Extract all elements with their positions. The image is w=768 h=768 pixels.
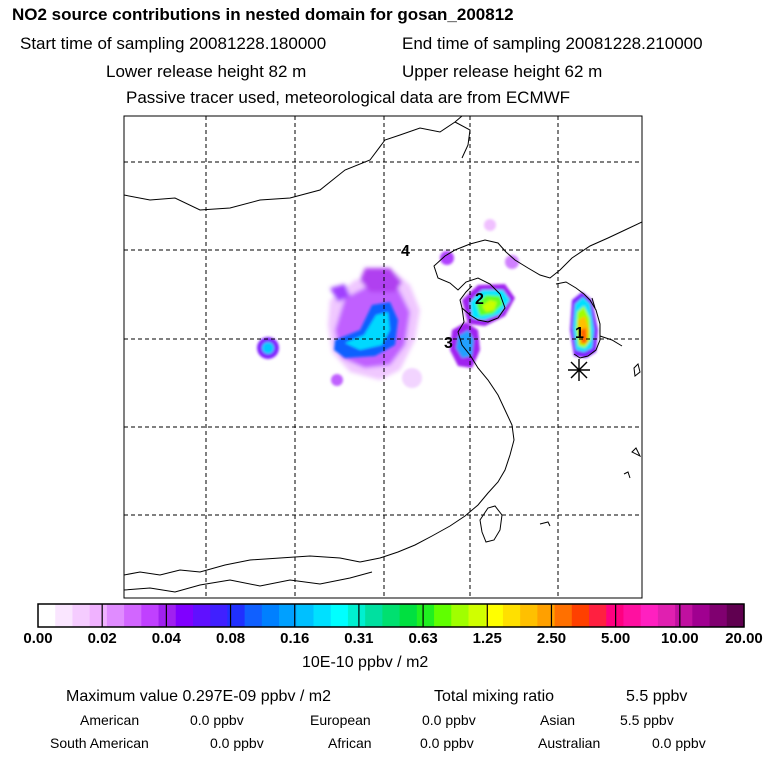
colorbar-swatch: [520, 604, 538, 627]
colorbar-dividers: [101, 604, 681, 627]
colorbar-swatch: [55, 604, 74, 627]
page-title: NO2 source contributions in nested domai…: [12, 5, 514, 24]
colorbar-swatch: [72, 604, 91, 627]
colorbar-swatch: [106, 604, 125, 627]
grid-lines: [124, 116, 642, 598]
total-mixing-label: Total mixing ratio: [434, 688, 555, 705]
colorbar-tick-label: 2.50: [536, 630, 567, 647]
map-frame: [123, 115, 643, 599]
colorbar-swatch: [279, 604, 297, 627]
colorbar-swatch: [623, 604, 642, 627]
colorbar-swatch: [554, 604, 573, 627]
colorbar-swatch: [347, 604, 366, 627]
colorbar-swatch: [451, 604, 470, 627]
colorbar-swatch: [313, 604, 332, 627]
region-name-australian: Australian: [538, 735, 601, 751]
colorbar-swatch: [399, 604, 418, 627]
colorbar-swatch: [502, 604, 521, 627]
colorbar-tick-label: 20.00: [725, 630, 763, 647]
colorbar-tick-label: 0.00: [23, 630, 53, 647]
colorbar-swatch: [227, 604, 246, 627]
colorbar-swatch: [571, 604, 590, 627]
colorbar-tick-label: 0.04: [151, 630, 181, 647]
region-value-australian: 0.0 ppbv: [652, 735, 706, 751]
colorbar-swatch: [434, 604, 452, 627]
colorbar-swatch: [692, 604, 711, 627]
colorbar-frame: [37, 603, 745, 628]
colorbar-swatch: [210, 604, 229, 627]
colorbar-tick-label: 0.31: [344, 630, 374, 647]
end-time-label: End time of sampling 20081228.210000: [402, 34, 703, 53]
colorbar-swatch: [158, 604, 177, 627]
colorbar-tick-label: 0.16: [280, 630, 310, 647]
region-value-south-american: 0.0 ppbv: [210, 735, 264, 751]
colorbar-tick-label: 5.00: [601, 630, 631, 647]
colorbar-swatch: [244, 604, 263, 627]
region-value-asian: 5.5 ppbv: [620, 712, 674, 728]
source-label-2: 2: [475, 291, 484, 308]
colorbar-swatch: [261, 604, 280, 627]
colorbar-swatch: [468, 604, 487, 627]
region-value-american: 0.0 ppbv: [190, 712, 244, 728]
colorbar-swatch: [89, 604, 108, 627]
lower-release-label: Lower release height 82 m: [106, 62, 307, 81]
colorbar-swatch: [416, 604, 435, 627]
upper-release-label: Upper release height 62 m: [402, 62, 603, 81]
region-name-asian: Asian: [540, 712, 576, 728]
colorbar-swatch: [192, 604, 211, 627]
receptor-asterisk-icon: [568, 359, 590, 381]
colorbar-swatch: [296, 604, 315, 627]
colorbar-swatch: [382, 604, 401, 627]
colorbar-swatch: [38, 604, 56, 627]
source-label-1: 1: [575, 325, 584, 342]
colorbar-swatch: [124, 604, 142, 627]
start-time-label: Start time of sampling 20081228.180000: [20, 34, 327, 53]
plume-west-core: [334, 302, 398, 358]
coastlines: [124, 116, 642, 593]
region-name-american: American: [80, 712, 140, 728]
total-mixing-value: 5.5 ppbv: [626, 688, 688, 705]
region-value-european: 0.0 ppbv: [422, 712, 476, 728]
colorbar-tick-label: 1.25: [472, 630, 502, 647]
source-label-3: 3: [444, 335, 453, 352]
meteo-note: Passive tracer used, meteorological data…: [126, 88, 571, 107]
colorbar-swatch: [537, 604, 556, 627]
colorbar-swatch: [709, 604, 728, 627]
colorbar-swatch: [640, 604, 659, 627]
colorbar-swatch: [589, 604, 607, 627]
max-value-label: Maximum value 0.297E-09 ppbv / m2: [66, 688, 332, 705]
colorbar-swatch: [485, 604, 504, 627]
colorbar-swatch: [330, 604, 349, 627]
colorbar: [38, 604, 745, 627]
colorbar-tick-label: 10.00: [661, 630, 699, 647]
plume-small-blob: [257, 219, 519, 388]
colorbar-swatch: [726, 604, 745, 627]
colorbar-tick-label: 0.63: [408, 630, 438, 647]
region-name-south-american: South American: [50, 735, 149, 751]
colorbar-unit: 10E-10 ppbv / m2: [302, 654, 429, 671]
colorbar-swatch: [141, 604, 160, 627]
source-label-4: 4: [401, 243, 410, 260]
region-name-european: European: [310, 712, 371, 728]
colorbar-swatch: [657, 604, 676, 627]
colorbar-tick-label: 0.08: [215, 630, 246, 647]
plume-source-1: [570, 292, 598, 358]
colorbar-swatch: [175, 604, 194, 627]
colorbar-swatch: [675, 604, 693, 627]
plume-source-3: [450, 322, 480, 368]
region-value-african: 0.0 ppbv: [420, 735, 474, 751]
plume-source-2: [462, 284, 515, 326]
colorbar-swatch: [365, 604, 383, 627]
colorbar-tick-label: 0.02: [87, 630, 117, 647]
region-name-african: African: [328, 735, 372, 751]
